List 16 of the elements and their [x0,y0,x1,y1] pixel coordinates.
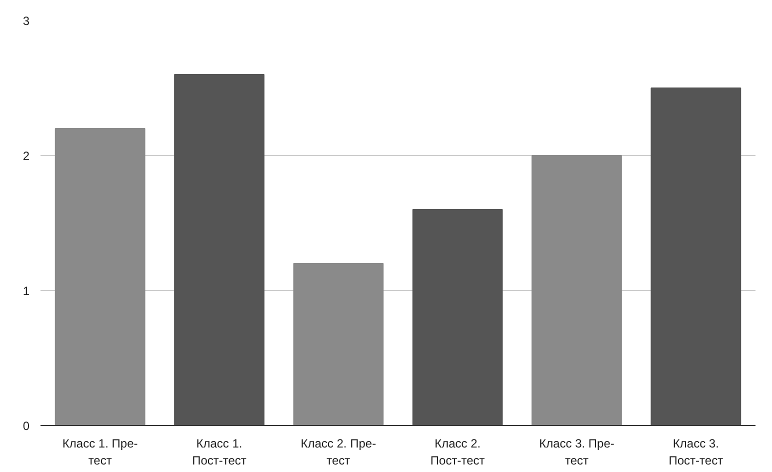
bar [650,88,742,426]
y-tick-label: 1 [22,284,30,298]
x-tick-label: Класс 3. Пре-тест [539,436,614,468]
y-tick-label: 3 [22,14,30,28]
y-tick-label: 2 [22,149,30,163]
y-tick-label: 0 [22,419,30,433]
bar [293,263,384,426]
bar [532,155,622,426]
bar [54,128,146,426]
bar [412,209,503,426]
x-tick-label: Класс 3. Пост-тест [668,436,724,468]
bar [174,74,264,426]
x-tick-label: Класс 1. Пост-тест [192,436,247,468]
x-tick-label: Класс 2. Пост-тест [430,436,486,468]
x-tick-label: Класс 1. Пре-тест [62,436,138,468]
x-tick-label: Класс 2. Пре-тест [300,436,376,468]
